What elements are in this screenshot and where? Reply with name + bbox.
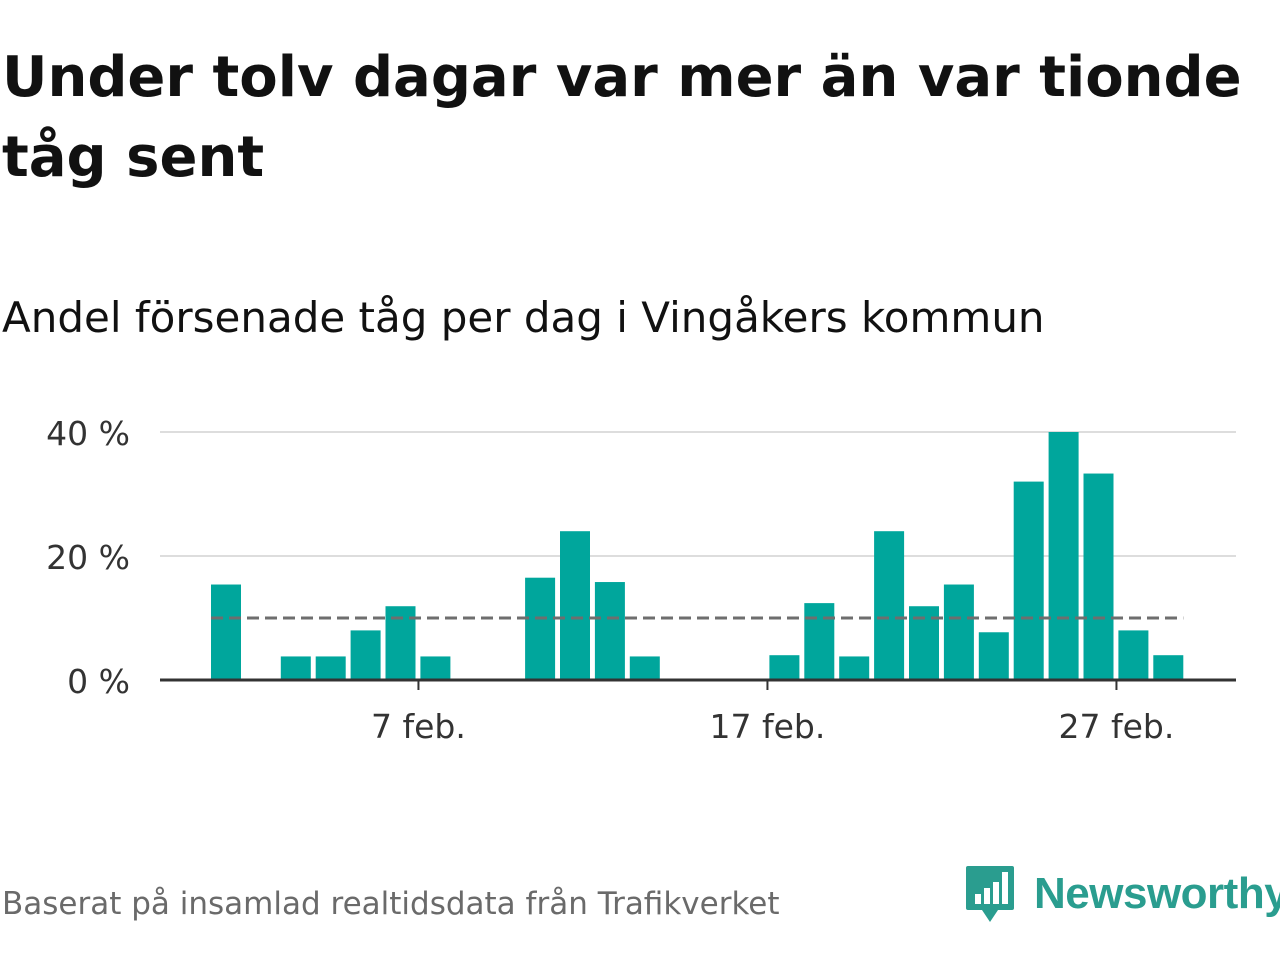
chart-subtitle: Andel försenade tåg per dag i Vingåkers … [2, 293, 1045, 342]
x-tick-label: 27 feb. [1059, 707, 1175, 746]
bar [978, 632, 1009, 680]
x-tick-label: 17 feb. [710, 707, 826, 746]
bar [280, 656, 311, 680]
bar [594, 582, 625, 680]
x-tick-label: 7 feb. [371, 707, 466, 746]
bar [839, 656, 870, 680]
bar-chart: 0 % 20 % 40 % 7 feb. 17 feb. 27 feb. [46, 414, 1236, 746]
bar [1083, 473, 1114, 680]
bar [211, 584, 241, 680]
bar [1118, 630, 1149, 680]
source-note: Baserat på insamlad realtidsdata från Tr… [2, 886, 780, 922]
bar [350, 630, 381, 680]
bar [560, 531, 590, 680]
y-tick-label: 40 % [46, 414, 130, 453]
bar [525, 577, 556, 680]
bar [804, 603, 835, 680]
bar [1153, 655, 1184, 680]
bar [315, 656, 346, 680]
axes: 0 % 20 % 40 % 7 feb. 17 feb. 27 feb. [46, 414, 1236, 746]
bar [943, 584, 974, 680]
bar [769, 655, 800, 680]
bar [1048, 432, 1079, 680]
brand-name: Newsworthy [1034, 869, 1280, 918]
brand-logo: Newsworthy [964, 864, 1280, 924]
y-tick-label: 0 % [67, 662, 130, 701]
newsworthy-logo-icon [966, 866, 1014, 922]
bar [1013, 481, 1044, 680]
bar [629, 656, 660, 680]
bar [874, 531, 905, 680]
y-tick-label: 20 % [46, 538, 130, 577]
bar [420, 656, 451, 680]
chart-title: Under tolv dagar var mer än var tionde t… [2, 45, 1242, 190]
